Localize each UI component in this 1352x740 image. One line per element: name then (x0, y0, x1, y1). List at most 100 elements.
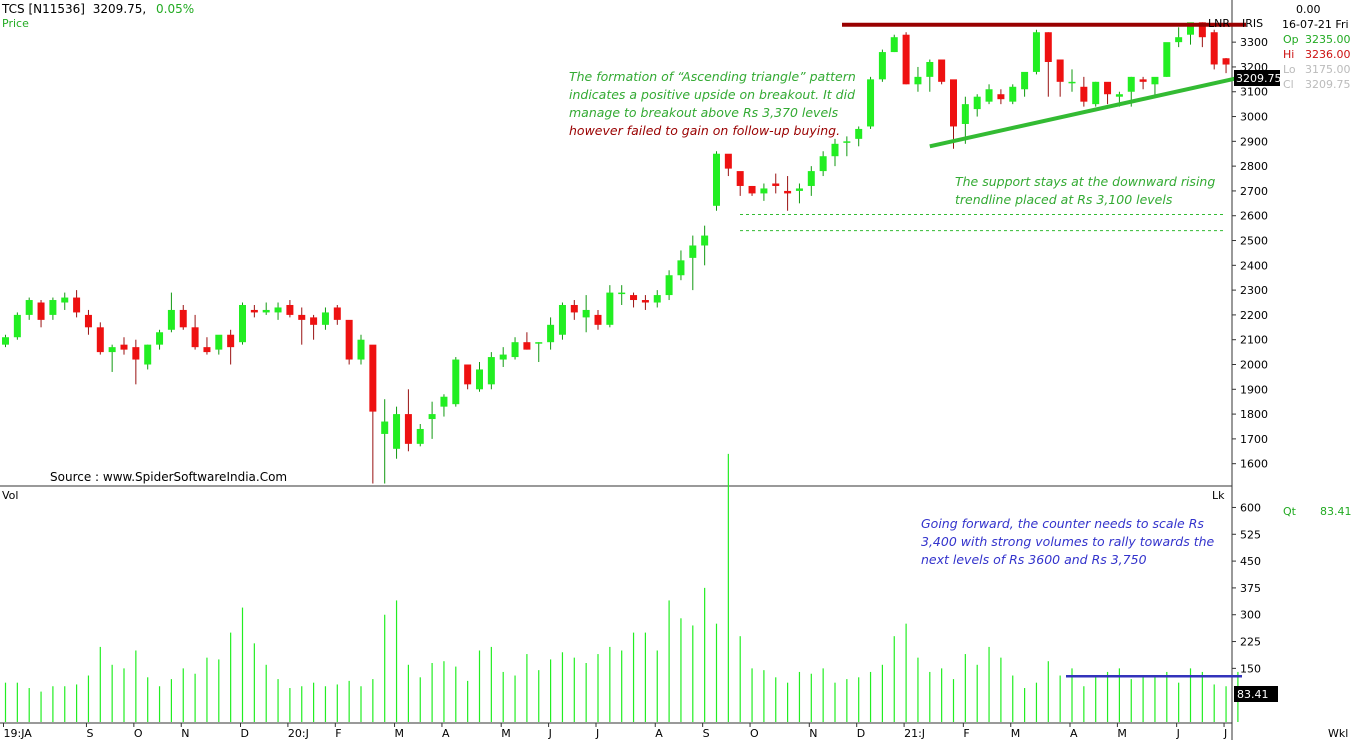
candle-body (701, 235, 709, 246)
candle (914, 66, 922, 92)
time-tick-label: A (1070, 727, 1078, 740)
candle (713, 151, 720, 211)
candle-body (1175, 37, 1183, 43)
candle (37, 300, 45, 328)
candle (215, 334, 223, 355)
ohlc-key: Op (1283, 33, 1299, 46)
candle (736, 171, 744, 196)
candle (1210, 29, 1218, 70)
candle-body (1080, 86, 1088, 102)
candle-body (298, 314, 306, 320)
candle-body (547, 324, 555, 343)
candle (535, 342, 543, 363)
candle-body (227, 334, 235, 348)
header-line: TCS [N11536] 3209.75, 0.05% (1, 2, 194, 16)
candle-body (179, 309, 187, 328)
candle (677, 250, 685, 281)
candle-body (653, 295, 661, 303)
support-annotation-line: trendline placed at Rs 3,100 levels (955, 192, 1173, 207)
candle (179, 304, 187, 330)
time-tick-label: A (655, 727, 663, 740)
candle-body (37, 302, 45, 320)
qt-value: 83.41 (1320, 505, 1352, 518)
candle (558, 302, 566, 340)
candles-group (2, 22, 1230, 484)
candle (784, 176, 792, 211)
candle (511, 337, 519, 360)
candle-body (1044, 32, 1052, 62)
candle-body (1092, 81, 1100, 105)
forward-annotation-line: next levels of Rs 3600 and Rs 3,750 (921, 552, 1147, 567)
candle-body (926, 61, 934, 77)
candle (132, 339, 140, 385)
candle-body (618, 292, 626, 295)
price-tick-label: 1900 (1240, 383, 1268, 396)
candle (843, 136, 851, 157)
time-tick-label: J (595, 727, 599, 740)
candle-body (156, 332, 164, 345)
candle-body (795, 188, 803, 191)
candle-body (499, 354, 507, 360)
candle-body (381, 421, 389, 434)
forward-annotation-line: 3,400 with strong volumes to rally towar… (921, 534, 1215, 549)
candle (630, 292, 638, 308)
candle (1068, 69, 1076, 92)
candle (795, 183, 803, 204)
candle (345, 319, 353, 365)
candle (333, 304, 341, 325)
candle (120, 337, 128, 355)
candle-body (938, 59, 946, 82)
price-tick-label: 3100 (1240, 86, 1268, 99)
candle (1092, 81, 1100, 107)
candle-body (807, 171, 815, 186)
time-tick-label: J (1223, 727, 1227, 740)
candle (878, 49, 886, 82)
ohlc-value: 3236.00 (1305, 48, 1351, 61)
support-annotation: The support stays at the downward rising… (955, 174, 1219, 207)
price-tick-label: 2600 (1240, 210, 1268, 223)
candle (1009, 84, 1017, 105)
price-tick-label: 3000 (1240, 111, 1268, 124)
candle (902, 32, 910, 85)
candle-body (570, 304, 578, 313)
candle (428, 401, 436, 439)
price-tick-label: 3300 (1240, 36, 1268, 49)
candle (1080, 76, 1088, 107)
candle (890, 34, 898, 53)
candle-body (321, 312, 329, 325)
price-tick-label: 2800 (1240, 160, 1268, 173)
candle-body (73, 297, 81, 313)
candle (760, 183, 768, 201)
triangle-annotation-line: The formation of “Ascending triangle” pa… (569, 69, 856, 84)
candle-body (203, 347, 211, 353)
candle (499, 347, 507, 367)
volume-tick-label: 600 (1240, 501, 1261, 514)
current-volume-tag: 83.41 (1237, 688, 1269, 701)
candle (985, 84, 993, 105)
candle (961, 96, 969, 144)
candle-body (713, 153, 720, 206)
candle (227, 329, 235, 365)
volume-bars-group (4, 453, 1239, 722)
top-value: 0.00 (1296, 3, 1321, 16)
volume-tick-label: 150 (1240, 662, 1261, 675)
candle (1139, 76, 1147, 90)
ohlc-key: Cl (1283, 78, 1294, 91)
candle-body (630, 295, 638, 301)
candle (689, 235, 697, 291)
candle (274, 302, 282, 320)
candle (831, 138, 839, 167)
support-annotation-line: The support stays at the downward rising (955, 174, 1215, 189)
price-tick-label: 2500 (1240, 235, 1268, 248)
trendlines-group (842, 22, 1251, 678)
candle-body (25, 300, 33, 315)
candle (381, 399, 389, 484)
time-tick-label: F (335, 727, 341, 740)
candle (464, 364, 472, 390)
volume-tick-label: 375 (1240, 582, 1261, 595)
candle-body (855, 128, 863, 139)
qt-key: Qt (1283, 505, 1297, 518)
candle-body (1163, 42, 1171, 77)
candle (867, 76, 875, 129)
price-tick-label: 2000 (1240, 359, 1268, 372)
